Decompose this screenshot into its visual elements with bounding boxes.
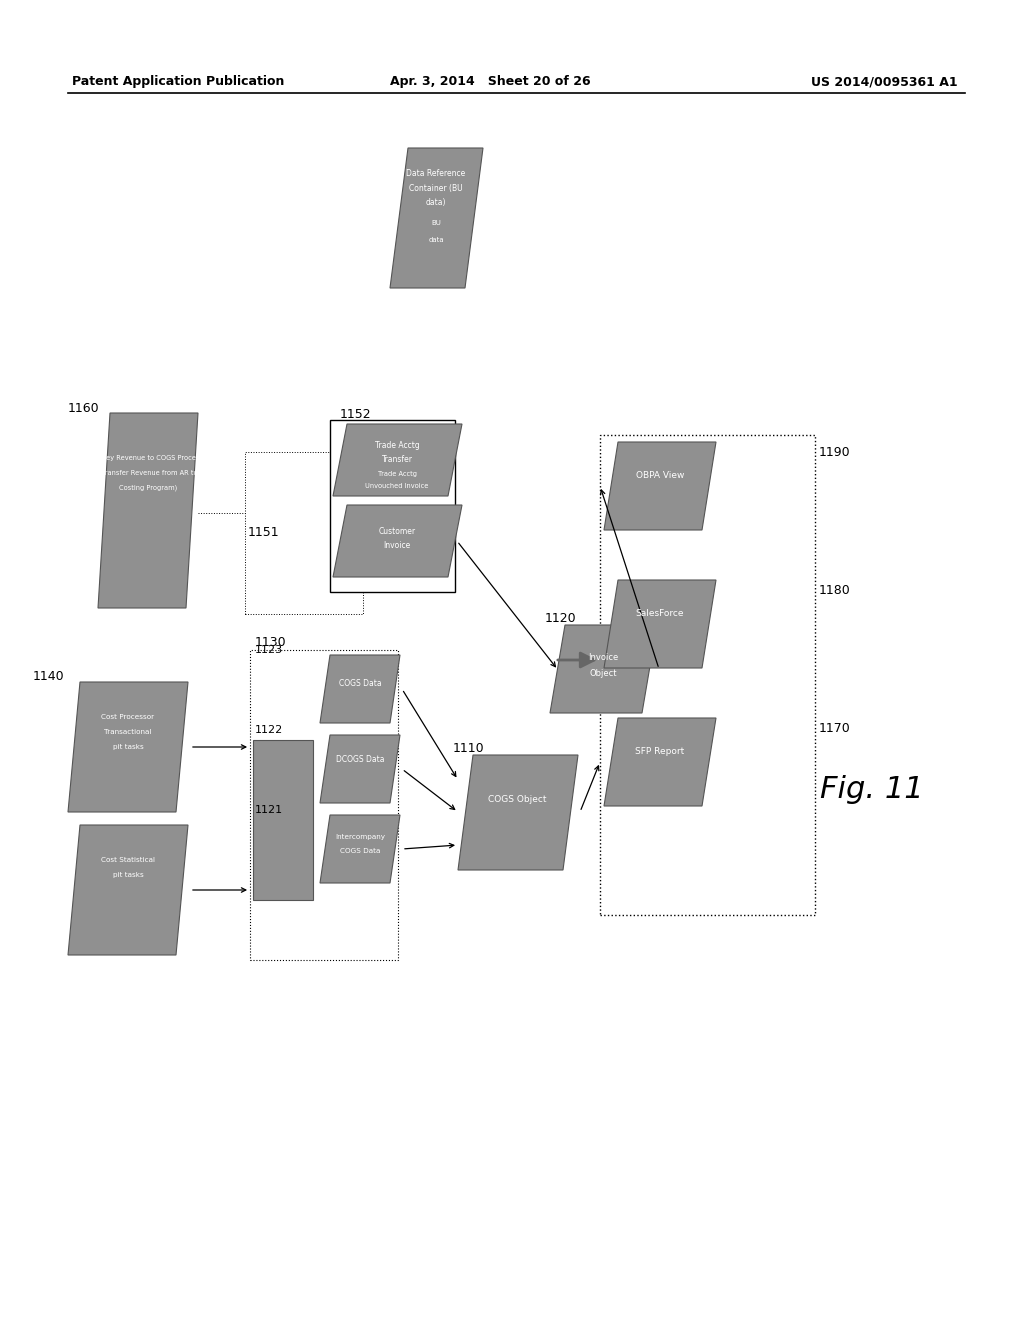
Text: Transfer: Transfer	[382, 455, 413, 465]
Text: 1170: 1170	[819, 722, 851, 734]
Polygon shape	[604, 579, 716, 668]
Text: data: data	[428, 238, 443, 243]
Text: 1152: 1152	[340, 408, 372, 421]
Text: 1140: 1140	[33, 671, 65, 684]
Text: Trade Acctg: Trade Acctg	[378, 471, 417, 477]
Polygon shape	[98, 413, 198, 609]
Text: Unvouched Invoice: Unvouched Invoice	[366, 483, 429, 488]
Text: 1151: 1151	[248, 527, 280, 540]
Polygon shape	[604, 718, 716, 807]
Text: Customer: Customer	[379, 527, 416, 536]
Bar	[600, 436, 815, 915]
Text: Invoice: Invoice	[383, 540, 411, 549]
Text: Costing Program): Costing Program)	[119, 484, 177, 491]
Polygon shape	[333, 506, 462, 577]
Text: Fig. 11: Fig. 11	[820, 776, 924, 804]
Text: COGS Data: COGS Data	[340, 847, 380, 854]
Text: 1121: 1121	[255, 805, 283, 814]
Polygon shape	[550, 624, 657, 713]
Polygon shape	[319, 735, 400, 803]
Polygon shape	[319, 655, 400, 723]
Bar	[330, 420, 455, 591]
Polygon shape	[68, 682, 188, 812]
Text: data): data)	[426, 198, 446, 207]
Text: 1130: 1130	[255, 635, 287, 648]
Text: Cost Statistical: Cost Statistical	[101, 857, 155, 863]
Text: SFP Report: SFP Report	[635, 747, 685, 756]
Text: US 2014/0095361 A1: US 2014/0095361 A1	[811, 75, 958, 88]
Text: Patent Application Publication: Patent Application Publication	[72, 75, 285, 88]
Text: 1190: 1190	[819, 446, 851, 458]
Text: 1110: 1110	[453, 742, 484, 755]
Text: Rekey Revenue to COGS Process: Rekey Revenue to COGS Process	[93, 455, 203, 461]
Polygon shape	[68, 825, 188, 954]
Text: OBPA View: OBPA View	[636, 471, 684, 480]
Bar	[250, 649, 398, 960]
Text: COGS Object: COGS Object	[487, 796, 546, 804]
Polygon shape	[333, 424, 462, 496]
Polygon shape	[458, 755, 578, 870]
Polygon shape	[319, 814, 400, 883]
Text: Invoice: Invoice	[588, 652, 618, 661]
Text: Object: Object	[589, 668, 616, 677]
Text: Intercompany: Intercompany	[335, 834, 385, 840]
Text: BU: BU	[431, 220, 441, 226]
Text: 1123: 1123	[255, 645, 283, 655]
Text: Container (BU: Container (BU	[410, 183, 463, 193]
Text: Data Reference: Data Reference	[407, 169, 466, 177]
Text: 1120: 1120	[545, 611, 577, 624]
Text: pit tasks: pit tasks	[113, 744, 143, 750]
Text: Trade Acctg: Trade Acctg	[375, 441, 420, 450]
Text: DCOGS Data: DCOGS Data	[336, 755, 384, 763]
Bar	[253, 741, 313, 900]
Text: SalesForce: SalesForce	[636, 610, 684, 619]
Bar	[245, 451, 362, 614]
Text: 1160: 1160	[68, 401, 99, 414]
Polygon shape	[390, 148, 483, 288]
Text: pit tasks: pit tasks	[113, 873, 143, 878]
Text: Apr. 3, 2014   Sheet 20 of 26: Apr. 3, 2014 Sheet 20 of 26	[390, 75, 591, 88]
Text: COGS Data: COGS Data	[339, 678, 381, 688]
Text: (Transfer Revenue from AR to: (Transfer Revenue from AR to	[98, 470, 198, 477]
Polygon shape	[604, 442, 716, 531]
Text: 1180: 1180	[819, 583, 851, 597]
Text: 1122: 1122	[255, 725, 284, 735]
Text: Cost Processor: Cost Processor	[101, 714, 155, 719]
Text: Transactional: Transactional	[104, 729, 152, 735]
